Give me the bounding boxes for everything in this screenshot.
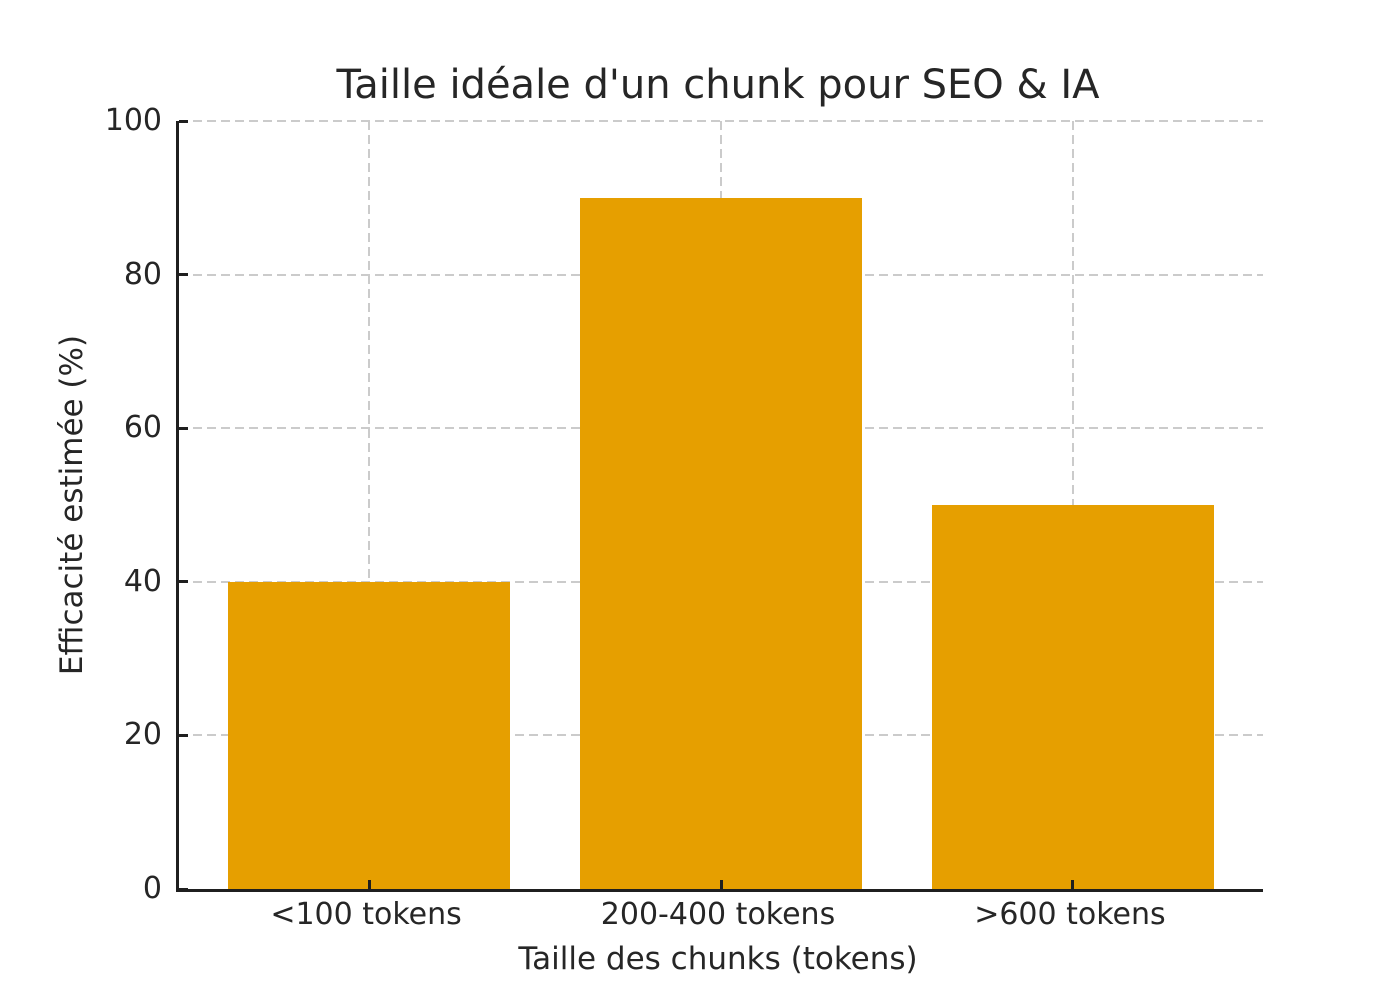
y-tick-mark [179, 119, 188, 123]
y-tick-label: 0 [142, 871, 162, 906]
y-tick-mark [179, 426, 188, 430]
x-tick-mark [1071, 880, 1075, 889]
y-tick-mark [179, 273, 188, 277]
chart-title: Taille idéale d'un chunk pour SEO & IA [336, 62, 1100, 108]
y-tick-mark [179, 580, 188, 584]
y-tick-mark [179, 887, 188, 891]
chart-bar [580, 197, 862, 889]
x-tick-mark [719, 880, 723, 889]
y-tick-label: 60 [123, 410, 162, 446]
chart-bar [228, 581, 510, 889]
y-tick-label: 20 [123, 717, 162, 753]
x-tick-label: 200-400 tokens [600, 897, 836, 932]
y-tick-label: 80 [123, 256, 162, 292]
plot-area [176, 119, 1263, 892]
y-axis-label: Efficacité estimée (%) [54, 334, 90, 676]
x-tick-label: >600 tokens [974, 897, 1166, 932]
x-tick-mark [367, 880, 371, 889]
y-tick-label: 100 [104, 103, 162, 138]
y-tick-mark [179, 733, 188, 737]
x-axis-label: Taille des chunks (tokens) [518, 941, 918, 977]
y-tick-label: 40 [123, 563, 162, 599]
chart-bar [932, 505, 1214, 889]
v-gridline [368, 121, 371, 889]
x-tick-label: <100 tokens [270, 897, 462, 932]
